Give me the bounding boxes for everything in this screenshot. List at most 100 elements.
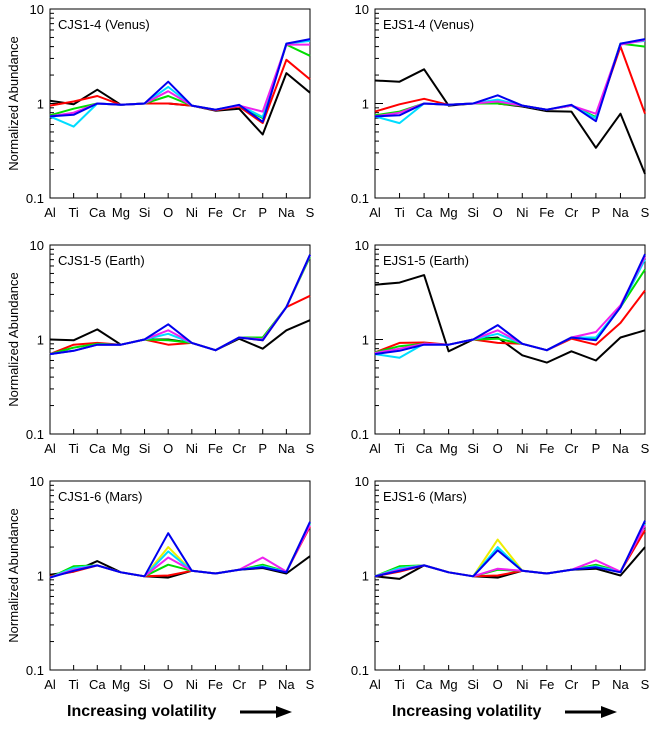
x-tick-label: Na [612, 441, 629, 456]
x-tick-label: Cr [232, 441, 246, 456]
series-line-blue [374, 253, 646, 356]
y-axis-title: Normalized Abundance [6, 508, 21, 642]
x-tick-label: Cr [565, 441, 579, 456]
y-tick-label: 10 [355, 238, 369, 253]
chart-panel: 0.1 1 10 Al Ti Ca Mg Si O Ni Fe Cr P Na S Normalized Ab… [6, 2, 315, 220]
panel-title: CJS1-5 (Earth) [58, 253, 145, 268]
series-line-blue [374, 520, 646, 578]
footer-label-right: Increasing volatility [392, 703, 541, 720]
x-tick-label: Al [369, 677, 381, 692]
x-tick-label: Si [467, 205, 479, 220]
plot-frame [49, 244, 311, 435]
x-tick-label: Si [467, 677, 479, 692]
x-tick-label: Si [139, 677, 151, 692]
chart-panel: 0.1 1 10 Al Ti Ca Mg Si O Ni Fe Cr P Na S EJS1-6 (Mars) [351, 474, 650, 692]
x-tick-label: Cr [232, 205, 246, 220]
y-tick-label: 0.1 [351, 191, 369, 206]
x-tick-label: S [641, 441, 650, 456]
x-tick-label: Si [139, 441, 151, 456]
x-tick-label: Fe [208, 441, 223, 456]
series-line-blue [49, 521, 311, 579]
x-tick-label: S [306, 677, 315, 692]
x-tick-label: P [592, 441, 601, 456]
x-tick-label: P [258, 677, 267, 692]
x-tick-label: O [493, 205, 503, 220]
x-tick-label: P [592, 205, 601, 220]
x-tick-label: Al [44, 205, 56, 220]
series-line-blue [49, 254, 311, 356]
y-tick-label: 1 [37, 333, 44, 348]
x-tick-label: Mg [440, 677, 458, 692]
x-tick-label: O [163, 205, 173, 220]
series-line-cyan [49, 39, 311, 128]
series-line-black [374, 274, 646, 364]
x-tick-label: Ni [186, 677, 198, 692]
x-tick-label: Mg [440, 205, 458, 220]
series-line-magenta [374, 256, 646, 354]
x-tick-label: Ca [89, 441, 106, 456]
y-tick-label: 1 [37, 569, 44, 584]
x-tick-label: Ti [394, 205, 404, 220]
x-tick-label: O [493, 441, 503, 456]
y-tick-label: 0.1 [351, 663, 369, 678]
x-tick-label: Mg [112, 441, 130, 456]
plot-frame [374, 480, 646, 671]
right-arrow-icon [240, 706, 292, 718]
x-tick-label: Na [612, 677, 629, 692]
y-axis-title: Normalized Abundance [6, 36, 21, 170]
x-tick-label: Ni [186, 441, 198, 456]
y-tick-label: 10 [355, 2, 369, 17]
y-tick-label: 0.1 [351, 427, 369, 442]
y-tick-label: 1 [37, 97, 44, 112]
y-axis-title: Normalized Abundance [6, 272, 21, 406]
y-tick-label: 1 [362, 569, 369, 584]
volatility-footer: Increasing volatility Increasing volatil… [67, 703, 617, 720]
x-tick-label: Ca [416, 677, 433, 692]
x-tick-label: Cr [565, 677, 579, 692]
x-tick-label: Si [467, 441, 479, 456]
series-line-black [374, 68, 646, 175]
x-tick-label: Al [369, 205, 381, 220]
series-line-cyan [374, 39, 646, 125]
x-tick-label: O [163, 677, 173, 692]
chart-panel: 0.1 1 10 Al Ti Ca Mg Si O Ni Fe Cr P Na S Normalized Ab… [6, 474, 315, 692]
series-line-red [374, 289, 646, 354]
x-tick-label: Si [139, 205, 151, 220]
chart-panel: 0.1 1 10 Al Ti Ca Mg Si O Ni Fe Cr P Na S Normalized Ab… [6, 238, 315, 456]
series-line-green [49, 256, 311, 356]
x-tick-label: Ti [68, 677, 78, 692]
panel-title: EJS1-5 (Earth) [383, 253, 469, 268]
x-tick-label: Ca [416, 441, 433, 456]
x-tick-label: S [641, 677, 650, 692]
series-line-blue [374, 38, 646, 123]
x-tick-label: Ca [89, 205, 106, 220]
x-tick-label: Na [278, 205, 295, 220]
x-tick-label: Mg [112, 677, 130, 692]
chart-panel: 0.1 1 10 Al Ti Ca Mg Si O Ni Fe Cr P Na S EJS1-5 (Earth… [351, 238, 650, 456]
x-tick-label: P [258, 205, 267, 220]
x-tick-label: Fe [539, 677, 554, 692]
y-tick-label: 0.1 [26, 427, 44, 442]
y-tick-label: 10 [30, 474, 44, 489]
x-tick-label: O [163, 441, 173, 456]
chart-panel: 0.1 1 10 Al Ti Ca Mg Si O Ni Fe Cr P Na S EJS1-4 (Venus… [351, 2, 650, 220]
x-tick-label: Ni [516, 441, 528, 456]
series-line-red [49, 58, 311, 125]
right-arrow-icon [565, 706, 617, 718]
panel-title: EJS1-6 (Mars) [383, 489, 467, 504]
y-tick-label: 10 [30, 238, 44, 253]
x-tick-label: S [306, 441, 315, 456]
x-tick-label: Ni [516, 677, 528, 692]
x-tick-label: Mg [112, 205, 130, 220]
panel-title: CJS1-6 (Mars) [58, 489, 143, 504]
y-tick-label: 10 [355, 474, 369, 489]
series-line-green [374, 268, 646, 354]
x-tick-label: Ca [416, 205, 433, 220]
x-tick-label: Ti [394, 441, 404, 456]
x-tick-label: O [493, 677, 503, 692]
x-tick-label: Al [44, 677, 56, 692]
x-tick-label: Fe [208, 677, 223, 692]
series-line-cyan [49, 254, 311, 356]
panel-title: CJS1-4 (Venus) [58, 17, 150, 32]
